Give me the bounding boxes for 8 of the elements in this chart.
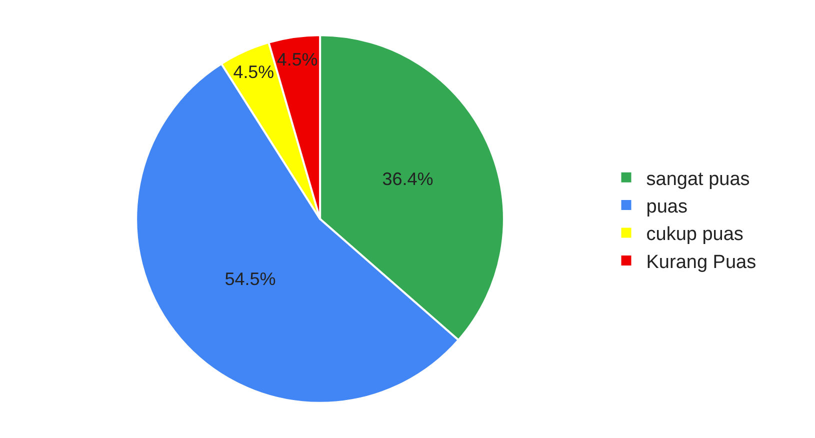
data-label: 4.5% [276, 49, 318, 70]
legend-label: sangat puas [646, 168, 750, 190]
legend-label: puas [646, 196, 688, 218]
data-label: 36.4% [382, 169, 434, 190]
legend-label: Kurang Puas [646, 252, 756, 273]
data-label: 4.5% [233, 62, 274, 82]
legend-label: cukup puas [646, 224, 744, 246]
data-label: 54.5% [224, 268, 276, 289]
